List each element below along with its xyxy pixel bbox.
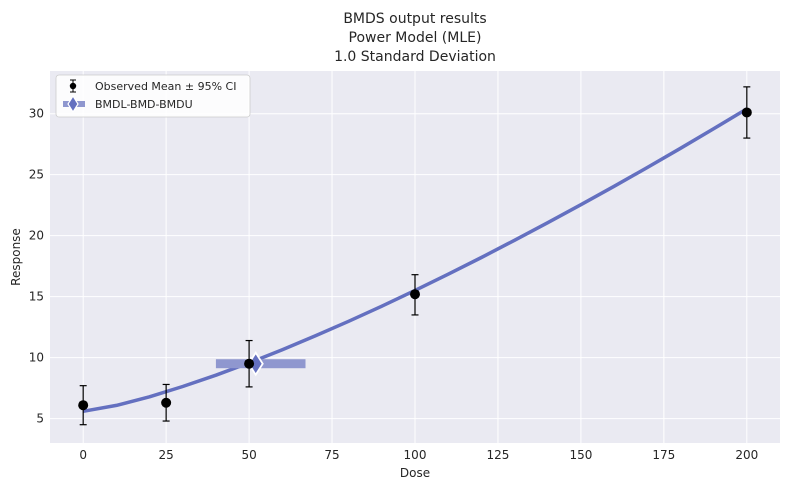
y-tick-label: 5 (36, 412, 44, 426)
chart-title-line-1: BMDS output results (343, 11, 486, 27)
x-tick-label: 150 (569, 448, 592, 462)
chart-title-line-3: 1.0 Standard Deviation (334, 49, 496, 65)
x-tick-label: 100 (404, 448, 427, 462)
y-tick-label: 30 (29, 107, 44, 121)
observed-point (410, 289, 420, 300)
x-tick-label: 0 (79, 448, 87, 462)
legend-box (55, 74, 251, 118)
observed-point (741, 107, 752, 118)
y-axis-label: Response (9, 228, 23, 286)
x-tick-label: 125 (487, 448, 510, 462)
x-tick-label: 200 (735, 448, 758, 462)
legend-observed-marker (69, 79, 77, 93)
x-axis-label: Dose (400, 466, 430, 480)
x-tick-label: 25 (158, 448, 173, 462)
x-tick-label: 175 (652, 448, 675, 462)
y-tick-label: 15 (29, 290, 44, 304)
legend-bmd-marker (63, 94, 85, 114)
y-axis-ticks: 5 10 15 20 25 30 (29, 107, 44, 426)
legend-bmd-label: BMDL-BMD-BMDU (95, 98, 193, 111)
legend-observed-label: Observed Mean ± 95% CI (95, 80, 236, 93)
x-tick-label: 75 (324, 448, 339, 462)
y-tick-label: 25 (29, 168, 44, 182)
observed-point (244, 358, 255, 369)
observed-point (161, 397, 172, 408)
legend: Observed Mean ± 95% CI BMDL-BMD-BMDU (55, 74, 251, 118)
y-tick-label: 20 (29, 229, 44, 243)
chart-title-line-2: Power Model (MLE) (349, 30, 482, 46)
observed-group (78, 86, 752, 426)
y-tick-label: 10 (29, 351, 44, 365)
x-axis-ticks: 0 25 50 75 100 125 150 175 200 (79, 448, 758, 462)
observed-point (78, 400, 89, 411)
x-tick-label: 50 (241, 448, 256, 462)
